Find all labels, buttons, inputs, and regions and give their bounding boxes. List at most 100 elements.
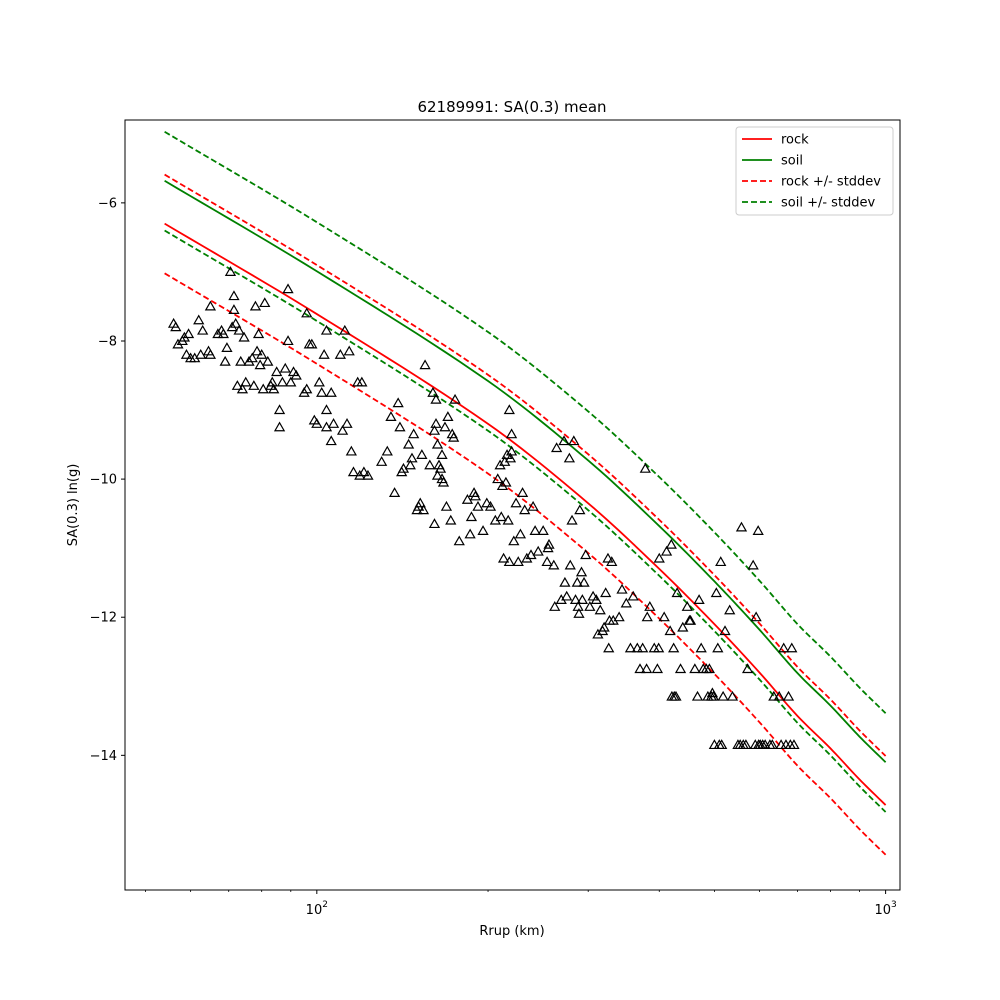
observation-marker [236, 383, 249, 394]
observation-marker [653, 642, 665, 653]
observation-marker [318, 348, 330, 359]
observation-marker [290, 369, 302, 380]
observation-marker [786, 642, 798, 653]
observation-marker [537, 525, 549, 535]
observation-marker [512, 556, 524, 567]
observation-marker [624, 642, 637, 653]
observation-marker [256, 348, 268, 359]
x-tick-label: 103 [874, 900, 896, 918]
observation-marker [461, 494, 474, 504]
observation-marker [327, 418, 340, 428]
observation-marker [388, 487, 401, 497]
observation-marker [707, 690, 720, 701]
observation-marker [497, 552, 510, 563]
observation-marker [465, 511, 478, 522]
observation-marker [469, 490, 482, 501]
observation-marker [430, 393, 442, 404]
observation-marker [689, 663, 701, 674]
observation-marker [653, 552, 665, 563]
observation-marker [449, 393, 461, 404]
observation-marker [279, 362, 291, 373]
observation-marker [428, 424, 441, 435]
observation-marker [726, 690, 739, 701]
observation-marker [257, 383, 269, 394]
y-tick-label: −12 [90, 611, 117, 626]
observation-marker [514, 528, 527, 539]
observation-marker [639, 462, 651, 473]
observation-marker [505, 428, 518, 439]
observation-marker [573, 607, 585, 618]
observation-marker [664, 625, 676, 636]
y-axis: −6 −8 −10 −12 −14 [90, 196, 125, 764]
observation-marker [219, 355, 231, 366]
observation-marker [345, 445, 357, 456]
observation-marker [276, 376, 289, 387]
observation-marker [427, 386, 439, 397]
observation-marker [569, 594, 582, 605]
observation-marker [516, 487, 529, 497]
observation-marker [273, 421, 286, 432]
observation-marker [549, 601, 561, 611]
observation-marker [268, 383, 280, 394]
plot-area [164, 130, 887, 856]
observation-marker [500, 476, 512, 487]
observation-marker [259, 297, 271, 308]
observation-marker [362, 469, 374, 480]
observation-marker [719, 625, 731, 636]
observation-marker [641, 611, 653, 622]
observation-marker [606, 556, 618, 567]
observation-marker [285, 376, 297, 387]
observation-marker [437, 476, 450, 487]
observation-marker [282, 335, 294, 346]
observation-marker [197, 324, 209, 335]
observation-marker [221, 342, 233, 352]
observation-marker [424, 459, 436, 470]
observation-marker [558, 435, 570, 446]
observation-marker [266, 376, 278, 387]
x-axis: 102 103 [145, 890, 897, 918]
observation-marker [602, 552, 614, 563]
observation-marker [484, 500, 497, 511]
observation-marker [431, 438, 444, 449]
observation-marker [504, 452, 517, 463]
observation-marker [740, 739, 752, 750]
observation-marker [559, 576, 571, 587]
observation-marker [282, 283, 294, 294]
observation-marker [640, 663, 653, 674]
observation-marker [477, 525, 489, 535]
y-axis-label: SA(0.3) ln(g) [66, 464, 81, 547]
observation-marker [204, 348, 217, 359]
observation-marker [594, 604, 606, 615]
observation-marker [681, 601, 693, 611]
observation-marker [750, 611, 762, 622]
observation-marker [677, 621, 689, 632]
observation-marker [578, 576, 590, 587]
observation-marker [716, 739, 728, 750]
observation-marker [603, 642, 615, 653]
observation-marker [541, 556, 553, 567]
observation-marker [238, 331, 250, 342]
observation-marker [381, 445, 393, 456]
observation-marker [306, 338, 318, 349]
observation-marker [691, 690, 704, 701]
observation-marker [684, 614, 697, 625]
observation-marker [735, 521, 748, 532]
observation-marker [320, 324, 333, 335]
observation-marker [224, 266, 237, 276]
observation-marker [548, 559, 560, 570]
observation-marker [503, 556, 515, 567]
observation-marker [385, 411, 397, 422]
observation-marker [502, 514, 514, 525]
observation-marker [313, 376, 325, 387]
observation-marker [240, 376, 252, 387]
observation-marker [712, 642, 724, 653]
y-tick-label: −10 [90, 473, 117, 488]
series-layer [164, 130, 887, 856]
observation-marker [230, 317, 242, 328]
observation-marker [235, 355, 247, 366]
observation-marker [228, 304, 240, 314]
observation-marker [481, 497, 493, 508]
observation-marker [715, 556, 727, 567]
observation-marker [439, 421, 451, 432]
observation-marker [529, 525, 541, 535]
